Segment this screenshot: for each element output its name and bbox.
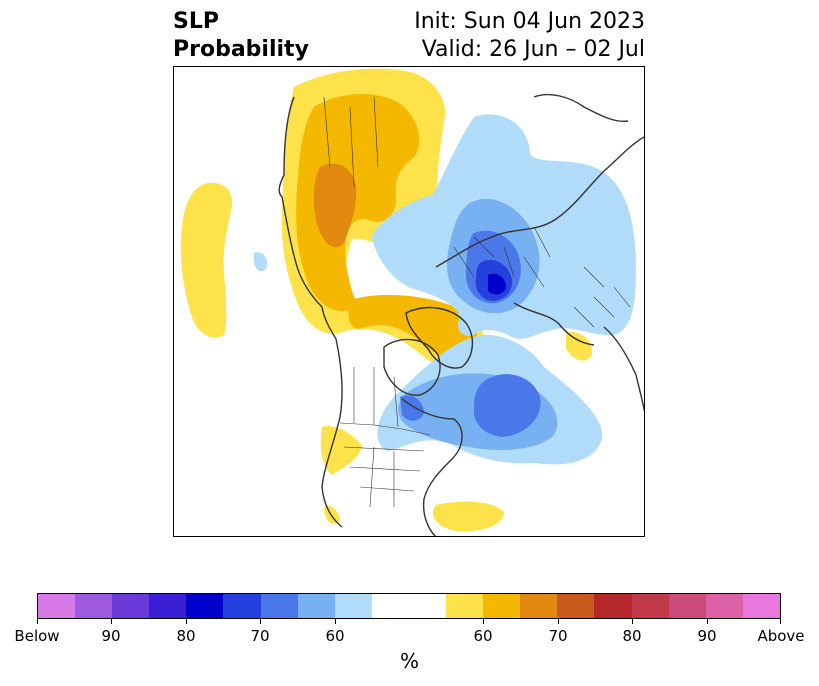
- gold-field-greenland: [348, 294, 479, 364]
- colorbar-tick-label: 90: [101, 627, 121, 645]
- above-field-russia-east: [566, 332, 593, 361]
- probability-map: [173, 66, 645, 537]
- valid-range: Valid: 26 Jun – 02 Jul: [421, 37, 645, 62]
- colorbar-tick: [260, 619, 261, 624]
- colorbar-tick: [111, 619, 112, 624]
- coast-north-america-west: [281, 196, 343, 528]
- colorbar-tick: [335, 619, 336, 624]
- colorbar-labels: Below 90 80 70 60 60 70 80 90 Above: [14, 627, 804, 647]
- coast-europe-east: [603, 326, 644, 413]
- coast-scandinavia: [513, 302, 595, 346]
- colorbar-tick: [707, 619, 708, 624]
- colorbar-tick-label: 60: [473, 627, 493, 645]
- blue-field-atlantic: [473, 374, 541, 437]
- colorbar-segment: [742, 594, 780, 618]
- colorbar-segment: [705, 594, 743, 618]
- colorbar-segment: [260, 594, 298, 618]
- colorbar-tick-label: 70: [548, 627, 568, 645]
- colorbar-segment: [186, 594, 224, 618]
- colorbar-segment: [631, 594, 669, 618]
- above-field-atlantic-south: [432, 501, 504, 532]
- colorbar-unit: %: [399, 649, 419, 673]
- init-date: Init: Sun 04 Jun 2023: [414, 9, 645, 34]
- above-probability-orange: [313, 163, 357, 248]
- deep-field-arctic: [488, 273, 506, 295]
- title-product: Probability: [173, 37, 309, 62]
- colorbar-segment: [408, 594, 447, 618]
- orange-field-canada: [313, 163, 357, 248]
- colorbar-segment: [668, 594, 706, 618]
- colorbar-tick-label: 80: [622, 627, 642, 645]
- colorbar-segment: [483, 594, 521, 618]
- coast-alaska: [278, 96, 295, 198]
- border-provinces: [353, 367, 399, 428]
- colorbar-tick: [780, 619, 781, 624]
- colorbar-tick: [558, 619, 559, 624]
- colorbar-segment: [371, 594, 409, 618]
- coast-hudson-bay: [383, 338, 441, 396]
- above-field-gulf-alaska: [324, 505, 340, 524]
- colorbar-segment: [557, 594, 595, 618]
- below-probability-dark: [475, 259, 513, 301]
- colorbar-tick-label: 80: [176, 627, 196, 645]
- colorbar-tick-label: Above: [757, 627, 805, 645]
- border-europe: [573, 266, 631, 328]
- colorbar-tick: [632, 619, 633, 624]
- colorbar-tick-label: Below: [14, 627, 60, 645]
- coast-eurasia-arctic: [435, 136, 644, 268]
- colorbar-segment: [297, 594, 335, 618]
- colorbar: [37, 593, 781, 619]
- coastlines: [278, 93, 644, 536]
- border-alaska-canada: [323, 96, 379, 188]
- colorbar-segment: [520, 594, 558, 618]
- colorbar-segment: [223, 594, 261, 618]
- colorbar-segment: [112, 594, 150, 618]
- below-field-pacific-small: [253, 252, 268, 272]
- map-svg: [180, 68, 644, 536]
- border-canada-us: [339, 422, 431, 436]
- colorbar-tick-label: 70: [250, 627, 270, 645]
- above-field-pacific-nw: [320, 426, 362, 475]
- colorbar-segment: [446, 594, 484, 618]
- border-us-states: [343, 446, 425, 508]
- colorbar-segment: [38, 594, 76, 618]
- colorbar-tick: [186, 619, 187, 624]
- colorbar-segment: [149, 594, 187, 618]
- border-russia-regions: [453, 226, 551, 288]
- colorbar-tick: [483, 619, 484, 624]
- coast-russia: [533, 93, 629, 122]
- title-variable: SLP: [173, 9, 219, 34]
- above-field-north-pacific: [180, 182, 233, 338]
- coast-east-america: [401, 398, 463, 536]
- title-right: Init: Sun 04 Jun 2023 Valid: 26 Jun – 02…: [414, 8, 645, 64]
- title-left: SLP Probability: [173, 8, 309, 64]
- colorbar-segment: [334, 594, 372, 618]
- colorbar-ticks: [37, 619, 781, 625]
- gold-field-canada: [296, 93, 420, 311]
- political-borders: [323, 96, 631, 508]
- colorbar-tick-label: 90: [697, 627, 717, 645]
- coast-greenland: [405, 306, 473, 369]
- colorbar-segment: [75, 594, 113, 618]
- colorbar-tick-label: 60: [325, 627, 345, 645]
- colorbar-tick: [37, 619, 38, 624]
- colorbar-segment: [594, 594, 632, 618]
- above-probability-gold: [296, 93, 479, 364]
